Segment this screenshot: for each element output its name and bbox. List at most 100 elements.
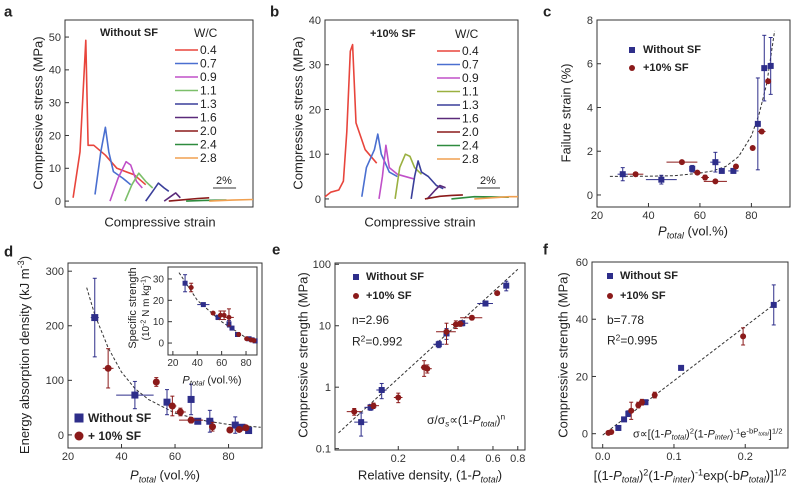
- panel-label-c: c: [543, 3, 552, 21]
- data-point-with-sf: [236, 331, 242, 337]
- data-point-with-sf: [765, 78, 772, 85]
- data-point-with-sf: [168, 402, 176, 410]
- fit-exponent-e: n=2.96: [352, 313, 390, 327]
- label-segment: n: [500, 411, 506, 422]
- legend-label-wc-1.3: 1.3: [462, 98, 479, 112]
- data-point-without-sf: [187, 395, 195, 403]
- legend-marker-with-sf: [74, 431, 84, 441]
- label-segment: ): [497, 467, 503, 483]
- label-segment: P: [471, 467, 481, 483]
- label-segment: 1/2: [771, 426, 783, 436]
- x-axis-label-a: Compressive strain: [104, 214, 216, 230]
- r-squared-e: R2=0.992: [352, 333, 402, 348]
- x-tick-label: 0.2: [391, 453, 406, 465]
- data-point-without-sf: [215, 314, 221, 320]
- y-axis-label-e: Compressive strength (MPa): [295, 272, 311, 438]
- stress-strain-curve-wc-0.9: [378, 144, 414, 200]
- data-point-without-sf: [206, 417, 214, 425]
- data-point-with-sf: [468, 314, 475, 321]
- x-tick-label: 0.0: [595, 451, 610, 463]
- panel-label-b: b: [270, 3, 280, 21]
- panel-label-f: f: [543, 241, 548, 259]
- label-segment: 2: [689, 426, 694, 436]
- stress-strain-curve-wc-2.8: [209, 198, 254, 202]
- fit-curve-c: [609, 30, 776, 177]
- x-tick-label: 80: [745, 210, 757, 222]
- scale-bar-label-b: 2%: [480, 175, 496, 187]
- stress-strain-curve-wc-1.3: [410, 160, 444, 200]
- label-segment: e: [740, 428, 747, 441]
- x-tick-label: 60: [169, 451, 181, 463]
- panel-label-a: a: [4, 3, 13, 21]
- y-axis-label-f: Compressive strength (MPa): [555, 272, 571, 438]
- y-tick-label: 2: [587, 146, 593, 158]
- legend-marker-with-sf: [629, 65, 635, 71]
- label-segment: )]: [765, 467, 774, 483]
- legend-label-without-sf-f: Without SF: [620, 270, 678, 282]
- data-point-without-sf: [689, 165, 696, 172]
- data-point-with-sf: [732, 163, 739, 170]
- label-segment: P: [613, 467, 622, 483]
- data-point-without-sf: [718, 167, 725, 174]
- y-tick-label: 10: [49, 163, 61, 175]
- data-point-with-sf: [740, 333, 747, 340]
- data-point-with-sf: [244, 336, 250, 342]
- legend-label-wc-2.4: 2.4: [462, 139, 479, 153]
- data-point-without-sf: [761, 65, 768, 72]
- label-segment: (vol.%): [204, 374, 242, 387]
- data-point-without-sf: [194, 417, 202, 425]
- y-tick-label: 10: [153, 317, 165, 328]
- data-point-with-sf: [370, 402, 377, 409]
- y-tick-label: 40: [49, 65, 61, 77]
- legend-label-wc-1.6: 1.6: [200, 111, 217, 125]
- data-point-without-sf: [621, 416, 628, 423]
- y-tick-label: 20: [309, 104, 321, 116]
- data-point-with-sf: [608, 428, 615, 435]
- stress-strain-curve-wc-2.8: [474, 195, 518, 200]
- panel-title-b: +10% SF: [370, 28, 416, 40]
- plot-frame-inset: [167, 266, 258, 356]
- data-point-with-sf: [221, 312, 227, 318]
- label-segment: P: [664, 467, 673, 483]
- x-tick-label: 60: [694, 210, 706, 222]
- panel-label-d: d: [4, 243, 14, 261]
- data-point-without-sf: [182, 280, 188, 286]
- label-segment: -1: [140, 278, 148, 286]
- label-segment: inter: [714, 432, 730, 442]
- label-segment: N m kg: [140, 285, 152, 320]
- legend-label-wc-0.7: 0.7: [462, 58, 479, 72]
- label-segment: R: [352, 334, 361, 349]
- label-segment: R: [607, 333, 616, 348]
- label-segment: total: [666, 230, 684, 241]
- label-segment: P: [707, 428, 715, 441]
- data-point-with-sf: [395, 394, 402, 401]
- y-tick-label: 4: [587, 102, 593, 114]
- label-segment: -bP: [746, 426, 759, 436]
- legend-title-b: W/C: [455, 27, 479, 41]
- label-segment: ): [729, 428, 734, 441]
- label-segment: P: [472, 412, 481, 427]
- x-tick-label: 40: [192, 358, 204, 369]
- label-segment: exp(-b: [703, 467, 740, 483]
- data-point-without-sf: [619, 171, 626, 178]
- x-tick-label: 0.2: [738, 451, 753, 463]
- data-point-without-sf: [163, 398, 171, 406]
- label-segment: 1/2: [773, 467, 787, 478]
- plot-frame-b: [324, 19, 519, 208]
- data-point-without-sf: [658, 176, 665, 183]
- label-segment: P: [182, 374, 190, 387]
- label-segment: ): [496, 412, 501, 427]
- label-segment: σ/σ: [427, 412, 446, 427]
- y-tick-label: 20: [49, 130, 61, 142]
- label-segment: =0.992: [365, 334, 403, 349]
- data-point-without-sf: [770, 301, 777, 308]
- x-tick-label: 40: [115, 451, 127, 463]
- label-segment: 2: [643, 467, 649, 478]
- label-segment: ): [638, 467, 644, 483]
- label-segment: (vol.%): [155, 467, 200, 483]
- label-segment: ]: [768, 428, 772, 441]
- legend-label-wc-0.7: 0.7: [200, 57, 217, 71]
- x-axis-label-b: Compressive strain: [364, 214, 476, 230]
- label-segment: σ∝[(1-: [633, 428, 665, 441]
